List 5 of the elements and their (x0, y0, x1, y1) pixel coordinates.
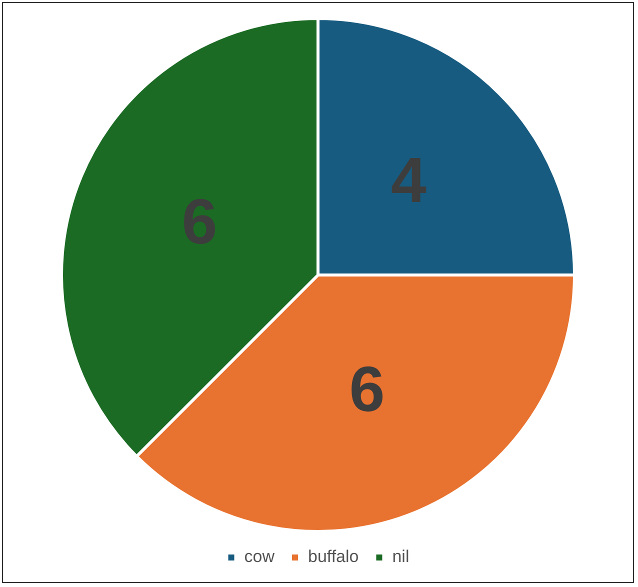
legend-label: cow (244, 547, 276, 566)
data-label: 6 (349, 353, 385, 426)
legend-label: nil (392, 547, 410, 566)
legend-label: buffalo (308, 547, 359, 566)
data-label: 4 (390, 144, 427, 216)
